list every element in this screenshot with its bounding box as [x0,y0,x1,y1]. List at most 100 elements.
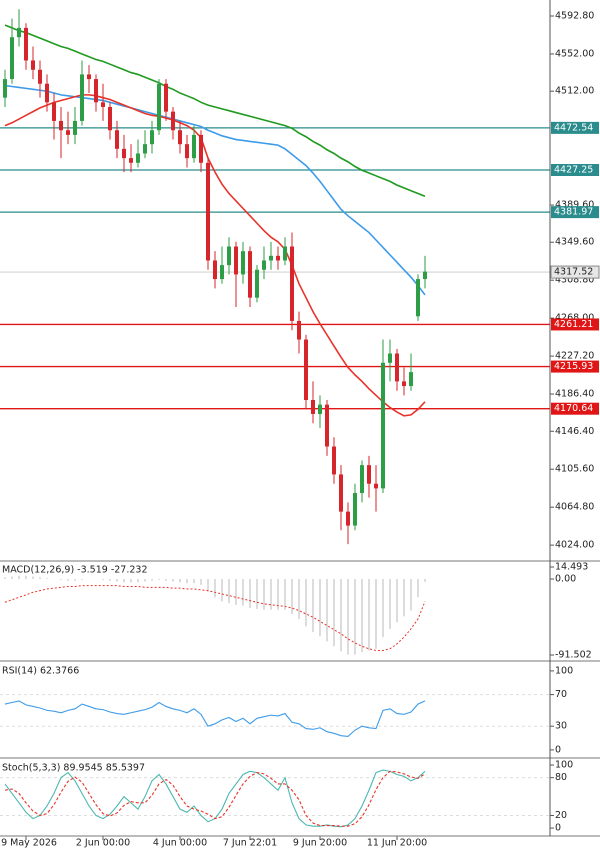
y-tick-label: 30 [555,721,567,732]
y-tick-label: 4308.80 [555,275,594,286]
candle-body [241,251,245,275]
level-label-bg [551,164,599,176]
level-label: 4261.21 [554,319,593,330]
y-tick-label: 14.493 [555,561,588,572]
level-label: 4381.97 [554,207,593,218]
candle-body [108,106,112,131]
y-tick-label: 4146.40 [555,426,594,437]
candle-body [10,37,14,80]
candle-body [402,381,406,387]
candle-body [101,102,105,107]
candle-body [52,102,56,121]
candle-body [374,483,378,489]
candle-body [276,255,280,261]
candle-body [129,158,133,163]
candle-body [248,251,252,298]
moving-average [4,94,426,417]
y-tick-label: 4512.00 [555,86,594,97]
candle-body [339,474,343,512]
indicator-title: RSI(14) 62.3766 [2,666,79,677]
level-label: 4215.93 [554,361,593,372]
candle-body [297,320,301,340]
candle-body [381,362,385,489]
y-tick-label: 4024.00 [555,540,594,551]
y-tick-label: 0 [555,744,561,755]
candle-body [45,83,49,103]
candle-body [346,511,350,526]
candle-body [367,465,371,484]
x-tick-label: 11 Jun 20:00 [367,838,427,849]
candle-body [171,111,175,131]
candle-body [3,79,7,98]
candle-body [269,255,273,261]
x-tick-label: 4 Jun 00:00 [153,838,207,849]
candle-body [206,162,210,261]
level-label-bg [551,206,599,219]
candle-body [143,144,147,154]
candle-body [255,269,259,298]
candle-body [87,74,91,80]
level-label: 4427.25 [554,165,593,176]
candle-body [59,120,63,131]
candle-body [311,400,315,414]
candle-body [31,60,35,70]
level-label: 4170.64 [554,403,593,414]
candle-body [388,353,392,363]
candle-body [423,271,427,280]
y-tick-label: 4552.00 [555,48,594,59]
y-tick-label: 4186.40 [555,389,594,400]
candle-body [290,246,294,321]
level-label-bg [551,402,599,415]
y-tick-label: 4349.60 [555,237,594,248]
level-label-bg [551,360,599,373]
candle-body [395,353,399,382]
candle-body [38,69,42,84]
y-tick-label: 100 [555,760,573,771]
candle-body [185,144,189,159]
candle-body [304,339,308,400]
candle-body [94,79,98,103]
last-price-bg [550,265,600,279]
candle-body [24,27,28,61]
candle-body [220,265,224,280]
x-tick-label: 29 May 2026 [0,838,57,849]
indicator-title: Stoch(5,3,3) 89.9545 85.5397 [2,763,145,774]
x-tick-label: 2 Jun 00:00 [76,838,130,849]
level-label-bg [551,121,599,134]
y-tick-label: 70 [555,689,567,700]
candle-body [353,493,357,526]
candle-body [17,27,21,38]
candle-body [234,246,238,275]
candle-body [325,404,329,447]
level-label: 4472.54 [554,122,593,133]
indicator-line [4,700,426,738]
candle-body [136,153,140,163]
candle-body [318,404,322,414]
candle-body [283,246,287,261]
candle-body [115,130,119,149]
candle-body [360,465,364,494]
moving-average [4,24,426,198]
candle-body [164,83,168,112]
x-tick-label: 7 Jun 22:01 [223,838,277,849]
y-tick-label: 4592.80 [555,11,594,22]
candle-body [178,130,182,145]
candle-body [192,134,196,159]
y-tick-label: 0.00 [555,574,576,585]
x-tick-label: 9 Jun 20:00 [293,838,347,849]
macd-signal [4,585,426,651]
y-tick-label: 100 [555,665,573,676]
candle-body [66,130,70,135]
candle-body [227,246,231,266]
y-tick-label: 4227.20 [555,351,594,362]
y-tick-label: 0 [555,823,561,834]
candle-body [332,446,336,475]
y-tick-label: 4105.60 [555,464,594,475]
candle-body [199,134,203,163]
candle-body [73,120,77,135]
level-label-bg [551,318,599,331]
candle-body [262,260,266,270]
indicator-title: MACD(12,26,9) -3.519 -27.232 [2,565,147,576]
y-tick-label: 4064.80 [555,502,594,513]
